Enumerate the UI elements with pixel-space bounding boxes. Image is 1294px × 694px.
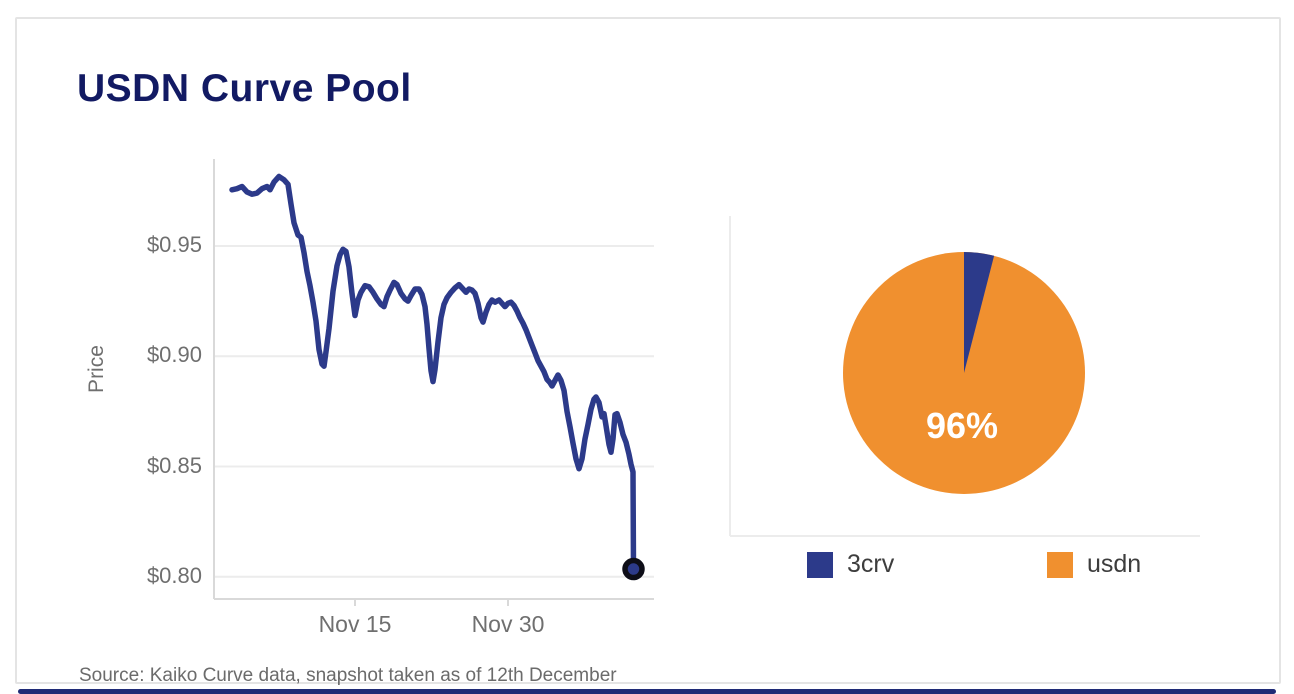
y-tick-label: $0.80: [146, 562, 202, 588]
legend-swatch-usdn: [1047, 551, 1073, 578]
legend-item-usdn: usdn: [1047, 550, 1141, 579]
pie-legend: 3crv usdn: [17, 550, 1294, 590]
legend-item-3crv: 3crv: [807, 550, 894, 579]
pie-slice-3crv: [964, 252, 995, 373]
charts-canvas: [213, 159, 1200, 606]
pie-percentage-label: 96%: [925, 405, 999, 446]
bottom-accent-bar: [18, 689, 1276, 694]
price-line-series: [229, 173, 637, 572]
x-tick-label: Nov 15: [318, 611, 392, 637]
end-point-marker: [622, 557, 645, 581]
chart-card: USDN Curve Pool Price $0.95 $0.90 $0.85 $0.…: [15, 17, 1281, 686]
y-tick-label: $0.90: [146, 342, 202, 368]
x-tick-label: Nov 30: [471, 611, 545, 637]
y-tick-label: $0.85: [146, 452, 202, 478]
legend-swatch-3crv: [807, 551, 833, 578]
legend-label-usdn: usdn: [1087, 550, 1142, 578]
y-tick-label: $0.95: [146, 232, 202, 257]
source-note: Source: Kaiko Curve data, snapshot taken…: [79, 665, 617, 686]
legend-label-3crv: 3crv: [847, 550, 895, 578]
page-title: USDN Curve Pool: [77, 67, 412, 110]
